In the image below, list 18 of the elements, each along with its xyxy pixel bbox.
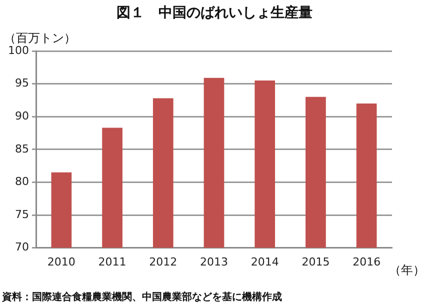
y-tick-label: 95 — [15, 76, 29, 90]
text: 資料：国際連合食糧農業機関、中国農業部などを基に機構作成 — [2, 290, 282, 304]
x-tick-label: 2016 — [352, 255, 381, 268]
y-tick-label: 85 — [15, 142, 29, 156]
x-tick-label: 2014 — [250, 255, 279, 268]
x-tick-label: 2012 — [149, 255, 178, 268]
x-tick-label: 2013 — [200, 255, 228, 268]
x-tick-label: 2015 — [302, 255, 330, 268]
y-tick-label: 75 — [15, 208, 29, 221]
x-axis-title: （年） — [389, 262, 425, 279]
x-tick-label: 2010 — [47, 255, 76, 268]
y-tick-label: 90 — [15, 109, 29, 122]
y-tick-label: 80 — [15, 175, 29, 188]
chart-title: 図１ 中国のばれいしょ生産量 — [116, 4, 314, 22]
y-axis-title: （百万トン） — [4, 30, 76, 46]
x-tick-label: 2011 — [98, 255, 126, 268]
y-tick-label: 70 — [15, 240, 29, 254]
y-tick-label: 100 — [8, 44, 29, 57]
